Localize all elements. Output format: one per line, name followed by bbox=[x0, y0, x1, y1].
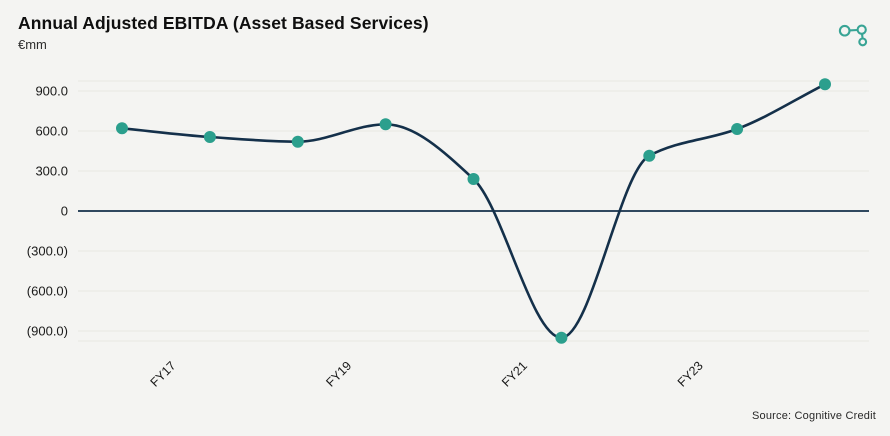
data-point-marker bbox=[819, 78, 831, 91]
data-point-marker bbox=[116, 122, 128, 135]
data-point-marker bbox=[555, 331, 568, 344]
x-tick-label: FY23 bbox=[675, 359, 706, 390]
y-tick-label: 600.0 bbox=[35, 124, 68, 139]
data-point-marker bbox=[203, 131, 216, 143]
y-tick-label: 900.0 bbox=[35, 84, 68, 99]
chart-unit-label: €mm bbox=[18, 37, 47, 52]
x-tick-label: FY19 bbox=[323, 359, 354, 390]
chart-header: Annual Adjusted EBITDA (Asset Based Serv… bbox=[18, 13, 429, 52]
data-point-marker bbox=[379, 118, 392, 131]
data-point-marker bbox=[643, 149, 656, 162]
data-point-marker bbox=[291, 135, 304, 148]
cognitive-credit-logo bbox=[838, 24, 868, 47]
x-tick-label: FY21 bbox=[499, 359, 530, 390]
x-tick-label: FY17 bbox=[148, 359, 179, 390]
y-tick-label: (900.0) bbox=[27, 324, 68, 339]
logo-circle-large bbox=[838, 24, 851, 37]
source-attribution: Source: Cognitive Credit bbox=[751, 410, 876, 422]
y-tick-label: 0 bbox=[61, 204, 68, 219]
y-tick-label: 300.0 bbox=[35, 164, 68, 179]
chart-title: Annual Adjusted EBITDA (Asset Based Serv… bbox=[18, 13, 429, 33]
y-tick-label: (600.0) bbox=[27, 284, 68, 299]
y-tick-label: (300.0) bbox=[27, 244, 68, 259]
data-point-marker bbox=[467, 173, 480, 185]
logo-circle-top bbox=[856, 24, 867, 35]
logo-circle-bottom bbox=[858, 37, 868, 47]
data-point-marker bbox=[731, 123, 744, 135]
series-line bbox=[120, 83, 827, 340]
